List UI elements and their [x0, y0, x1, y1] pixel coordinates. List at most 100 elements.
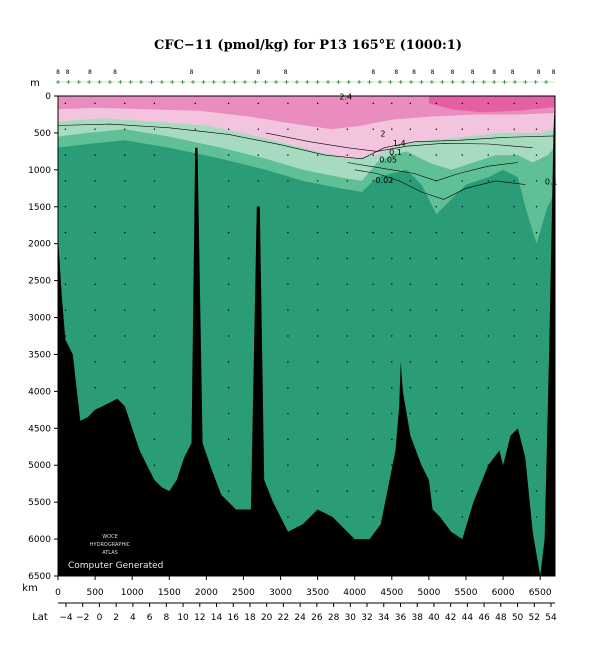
lat-tick-label: 26: [311, 613, 323, 623]
sample-dot: [391, 102, 393, 105]
sample-dot: [316, 335, 319, 337]
lat-tick-label: 34: [378, 613, 390, 623]
sample-dot: [94, 361, 96, 363]
sample-dot: [391, 335, 393, 337]
lat-tick-label: 52: [529, 613, 540, 623]
sample-dot: [227, 464, 230, 466]
logo-line-1: WOCE: [102, 534, 118, 540]
sample-dot: [461, 231, 463, 234]
lat-tick-label: 0: [97, 613, 103, 623]
sample-dot: [461, 490, 463, 492]
sample-dot: [227, 309, 230, 311]
sample-dot: [153, 257, 156, 260]
sample-dot: [372, 335, 374, 337]
sample-dot: [153, 361, 156, 363]
km-tick-label: 5500: [455, 588, 478, 598]
sample-dot: [391, 464, 393, 466]
sample-dot: [372, 206, 374, 208]
contour-line: [354, 169, 526, 200]
sample-dot: [153, 231, 156, 234]
station-label: 8: [451, 69, 455, 76]
band-2.0-2.4: [58, 96, 555, 130]
sample-dot: [535, 516, 538, 518]
sample-dot: [435, 154, 438, 156]
sample-dot: [94, 283, 96, 286]
sample-dot: [487, 128, 489, 130]
sample-dot: [64, 283, 67, 286]
lat-tick-label: 16: [228, 613, 240, 623]
km-tick-label: 3000: [269, 588, 292, 598]
sample-dot: [287, 180, 289, 182]
sample-dot: [513, 412, 515, 415]
km-tick-label: 0: [55, 588, 61, 598]
sample-dot: [391, 309, 393, 311]
sample-dot: [461, 102, 463, 105]
contour-label: 2: [380, 130, 385, 139]
sample-dot: [372, 257, 374, 260]
sample-dot: [153, 309, 156, 311]
sample-dot: [487, 438, 489, 441]
sample-dot: [346, 464, 348, 466]
lat-tick-label: 4: [130, 613, 136, 623]
sample-dot: [227, 231, 230, 234]
sample-dot: [287, 257, 289, 260]
sample-dot: [346, 206, 348, 208]
sample-dot: [94, 128, 96, 130]
sample-dot: [227, 361, 230, 363]
sample-dot: [124, 309, 126, 311]
sample-dot: [124, 257, 126, 260]
station-label: 8: [371, 69, 375, 76]
sample-dot: [257, 128, 259, 130]
axes: 0500100015002000250030003500400045005000…: [22, 69, 557, 623]
sample-dot: [124, 386, 126, 389]
sample-dot: [287, 490, 289, 492]
sample-dot: [287, 283, 289, 286]
sample-dot: [346, 128, 348, 130]
sample-dot: [316, 206, 319, 208]
sample-dot: [227, 206, 230, 208]
sample-dot: [513, 128, 515, 130]
km-tick-label: 2500: [232, 588, 255, 598]
sample-dot: [227, 490, 230, 492]
sample-dot: [487, 309, 489, 311]
sample-dot: [346, 309, 348, 311]
sample-dot: [372, 438, 374, 441]
sample-dot: [153, 102, 156, 105]
sample-dot: [346, 335, 348, 337]
sample-dot: [227, 438, 230, 441]
sample-dot: [391, 361, 393, 363]
sample-dot: [372, 516, 374, 518]
sample-dot: [287, 335, 289, 337]
sample-dot: [372, 154, 374, 156]
km-axis-label: km: [22, 583, 38, 594]
sample-dot: [372, 361, 374, 363]
y-tick-label: 1000: [28, 166, 51, 176]
sample-dot: [372, 386, 374, 389]
sample-dot: [391, 128, 393, 130]
sample-dot: [487, 386, 489, 389]
sample-dot: [435, 309, 438, 311]
y-tick-label: 3000: [28, 314, 51, 324]
sample-dot: [409, 128, 412, 130]
sample-dot: [316, 386, 319, 389]
sample-dot: [391, 231, 393, 234]
woce-logo: WOCE HYDROGRAPHIC ATLAS: [90, 534, 131, 556]
sample-dot: [287, 102, 289, 105]
lat-tick-label: 50: [512, 613, 524, 623]
sample-dot: [391, 206, 393, 208]
sample-dot: [513, 283, 515, 286]
sample-dot: [346, 180, 348, 182]
sample-dot: [227, 412, 230, 415]
lat-tick-label: 46: [478, 613, 490, 623]
sample-dot: [316, 154, 319, 156]
sample-dot: [535, 206, 538, 208]
sample-dot: [346, 412, 348, 415]
km-tick-label: 4500: [380, 588, 403, 598]
station-label: 8: [552, 69, 556, 76]
sample-dot: [409, 412, 412, 415]
sample-dot: [257, 102, 259, 105]
sample-dot: [346, 102, 348, 105]
contour-line: [347, 162, 518, 182]
sample-dot: [409, 231, 412, 234]
